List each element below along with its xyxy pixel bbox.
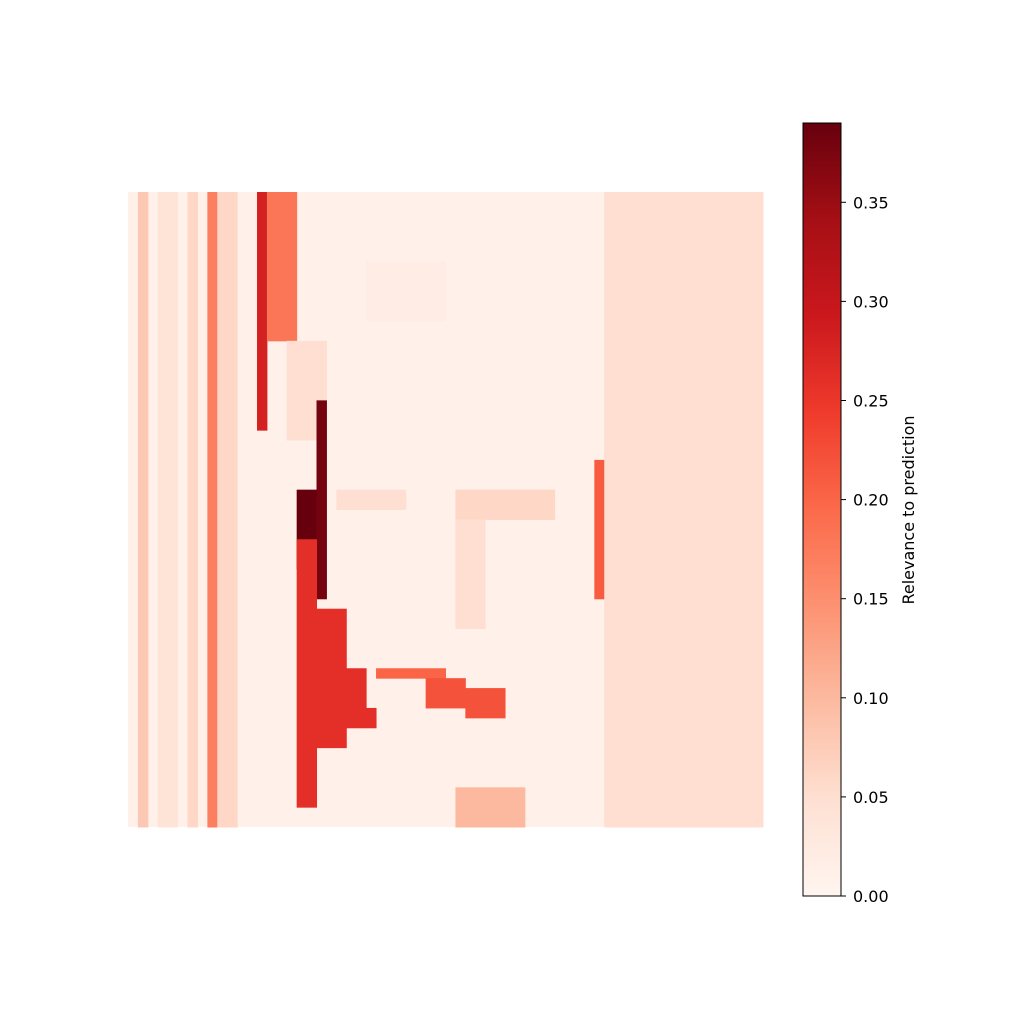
colorbar-ticks: 0.00 0.05 0.10 0.15 0.20 0.25 0.30 0.35 — [841, 193, 889, 906]
heatmap-region-eye-left — [336, 489, 407, 510]
heatmap-region-left-stripe-c — [187, 192, 198, 828]
heatmap-region-cheek-left-thin — [316, 400, 327, 600]
colorbar-tick-label: 0.30 — [853, 292, 889, 311]
heatmap-cell-block — [465, 688, 506, 719]
heatmap-cell-block — [217, 192, 238, 828]
heatmap-cell-block — [366, 707, 377, 729]
colorbar-tick-label: 0.25 — [853, 391, 889, 410]
heatmap-cell-block — [266, 192, 298, 342]
heatmap-region-left-stripe-f — [256, 192, 268, 431]
colorbar-gradient — [802, 122, 842, 897]
heatmap-cell-block — [137, 192, 149, 828]
heatmap-cell-block — [336, 489, 407, 510]
heatmap-region-left-stripe-b — [157, 192, 179, 828]
heatmap-cell-block — [425, 678, 466, 709]
heatmap-region-jaw-left — [296, 539, 377, 808]
colorbar: 0.00 0.05 0.10 0.15 0.20 0.25 0.30 0.35 Relevan… — [802, 122, 918, 906]
heatmap-cell-block — [316, 400, 327, 600]
heatmap-cell-block — [455, 519, 486, 630]
heatmap-region-nose — [455, 519, 486, 630]
colorbar-tick-label: 0.10 — [853, 689, 889, 708]
colorbar-tick-label: 0.15 — [853, 590, 889, 609]
heatmap-cell-block — [207, 192, 218, 828]
colorbar-tick-label: 0.05 — [853, 788, 889, 807]
heatmap-cell-block — [187, 192, 198, 828]
heatmap-region-left-stripe-g — [266, 192, 298, 342]
colorbar-tick-label: 0.20 — [853, 491, 889, 510]
heatmap-region-mouth-upper — [376, 668, 446, 679]
heatmap-region-left-stripe-d — [207, 192, 218, 828]
heatmap-region-left-stripe-e — [217, 192, 238, 828]
heatmap-cell-block — [366, 261, 446, 322]
heatmap-cell-block — [604, 192, 764, 828]
heatmap-region-hair-top — [366, 261, 446, 322]
heatmap-region-chin-patch — [455, 787, 526, 828]
heatmap-cell-block — [256, 192, 268, 431]
heatmap-cell-block — [455, 489, 556, 520]
colorbar-tick-label: 0.00 — [853, 887, 889, 906]
heatmap-cell-block — [316, 608, 347, 749]
heatmap-cell-block — [296, 539, 318, 808]
heatmap-region-mouth-lower — [425, 678, 506, 719]
heatmap-region-left-stripe-a — [137, 192, 149, 828]
colorbar-tick-label: 0.35 — [853, 193, 889, 212]
heatmap-region-eye-right — [455, 489, 556, 520]
heatmap-cell-block — [455, 787, 526, 828]
heatmap-region-right-background — [604, 192, 764, 828]
heatmap-cell-block — [346, 668, 367, 729]
colorbar-label: Relevance to prediction — [899, 415, 918, 604]
heatmap-image — [128, 192, 764, 828]
heatmap-cell-block — [157, 192, 179, 828]
heatmap-cell-block — [376, 668, 446, 679]
